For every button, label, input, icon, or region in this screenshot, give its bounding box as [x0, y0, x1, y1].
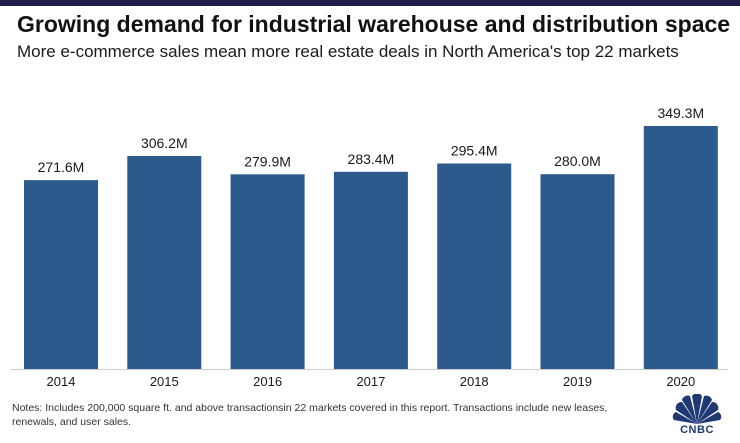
x-tick-label-2019: 2019 — [563, 374, 592, 389]
cnbc-logo: CNBC — [668, 393, 726, 438]
x-tick-label-2015: 2015 — [150, 374, 179, 389]
chart-subtitle: More e-commerce sales mean more real est… — [17, 42, 679, 61]
peacock-icon — [672, 393, 722, 424]
value-label-2020: 349.3M — [657, 105, 704, 121]
x-tick-label-2014: 2014 — [47, 374, 76, 389]
value-label-2014: 271.6M — [38, 159, 85, 175]
bar-2016 — [230, 174, 305, 369]
x-tick-label-2018: 2018 — [460, 374, 489, 389]
bar-2018 — [437, 163, 512, 369]
cnbc-logo-text: CNBC — [680, 424, 714, 436]
value-label-2015: 306.2M — [141, 135, 188, 151]
bar-chart: 271.6M 2014 306.2M 2015 279.9M 2016 283.4M 2017… — [10, 105, 728, 389]
value-label-2018: 295.4M — [451, 143, 498, 159]
value-label-2017: 283.4M — [348, 151, 395, 167]
bar-2015 — [127, 156, 202, 369]
x-tick-label-2016: 2016 — [253, 374, 282, 389]
chart-title: Growing demand for industrial warehouse … — [17, 11, 731, 37]
bar-2019 — [540, 174, 615, 369]
value-label-2019: 280.0M — [554, 153, 601, 169]
top-accent-bar — [0, 0, 740, 6]
bar-2017 — [333, 171, 408, 369]
bar-2014 — [24, 180, 98, 369]
value-label-2016: 279.9M — [244, 153, 291, 169]
chart-notes: Notes: Includes 200,000 square ft. and a… — [12, 402, 608, 428]
x-tick-label-2017: 2017 — [356, 374, 385, 389]
x-tick-label-2020: 2020 — [666, 374, 695, 389]
bar-2020 — [643, 126, 718, 369]
